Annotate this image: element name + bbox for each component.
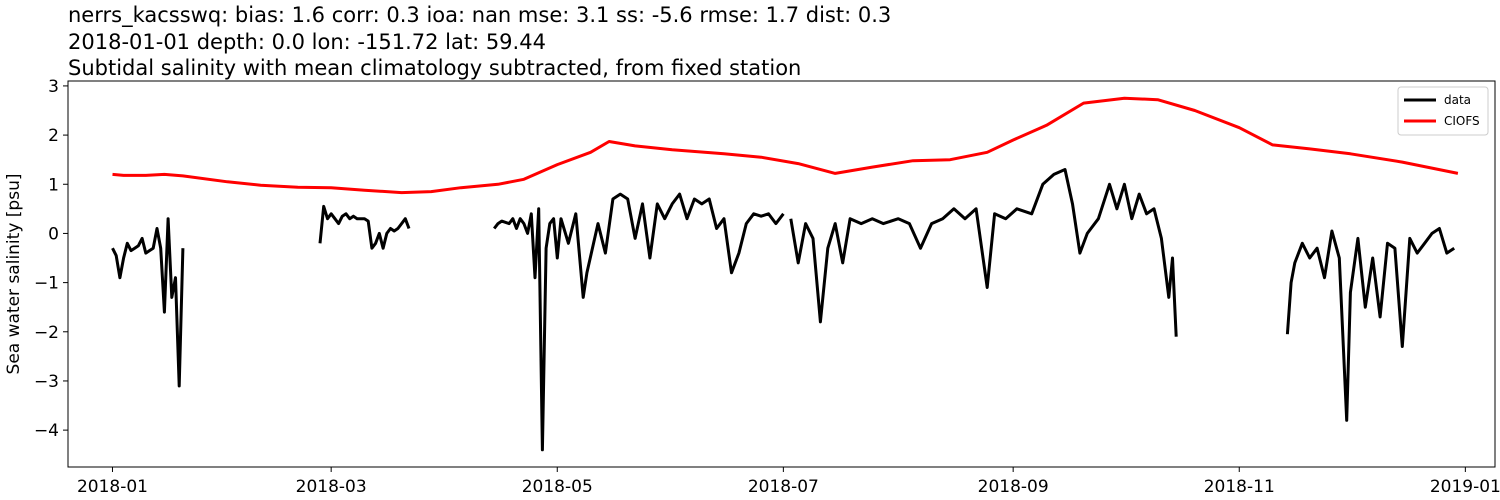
- title-line-3: Subtidal salinity with mean climatology …: [68, 56, 801, 80]
- series-data-line-1: [318, 204, 411, 250]
- series-data-line-3: [789, 168, 1178, 337]
- y-axis: 3 2 1 0 −1 −2 −3 −4: [34, 77, 68, 441]
- x-tick-label: 2019-01: [1430, 477, 1500, 497]
- legend-label-ciofs: CIOFS: [1444, 114, 1480, 128]
- legend: data CIOFS: [1397, 86, 1489, 136]
- legend-label-data: data: [1444, 93, 1471, 107]
- y-tick-label: −3: [34, 372, 59, 392]
- plot-frame: [67, 80, 1496, 468]
- y-tick-label: 0: [48, 224, 59, 244]
- x-tick-label: 2018-07: [748, 477, 819, 497]
- x-tick-label: 2018-01: [77, 477, 148, 497]
- y-tick-label: 2: [48, 126, 59, 146]
- x-tick-label: 2018-03: [296, 477, 367, 497]
- series-data-line-4: [1285, 227, 1456, 422]
- x-tick-label: 2018-05: [522, 477, 593, 497]
- title-line-2: 2018-01-01 depth: 0.0 lon: -151.72 lat: …: [68, 30, 546, 54]
- x-axis: 2018-01 2018-03 2018-05 2018-07 2018-09 2018-…: [77, 467, 1500, 497]
- series-data-line-0: [111, 217, 185, 388]
- x-tick-label: 2018-09: [978, 477, 1049, 497]
- y-tick-label: 1: [48, 175, 59, 195]
- series-ciofs-line-0: [112, 96, 1459, 195]
- y-tick-label: −4: [34, 421, 59, 441]
- chart-title: nerrs_kacsswq: bias: 1.6 corr: 0.3 ioa: …: [68, 3, 891, 80]
- y-tick-label: −2: [34, 323, 59, 343]
- title-line-1: nerrs_kacsswq: bias: 1.6 corr: 0.3 ioa: …: [68, 3, 891, 28]
- x-tick-label: 2018-11: [1204, 477, 1275, 497]
- series-data-line-2: [493, 192, 785, 452]
- plot-lines: [111, 96, 1459, 452]
- y-axis-label: Sea water salinity [psu]: [4, 174, 24, 375]
- y-tick-label: 3: [48, 77, 59, 97]
- y-tick-label: −1: [34, 274, 59, 294]
